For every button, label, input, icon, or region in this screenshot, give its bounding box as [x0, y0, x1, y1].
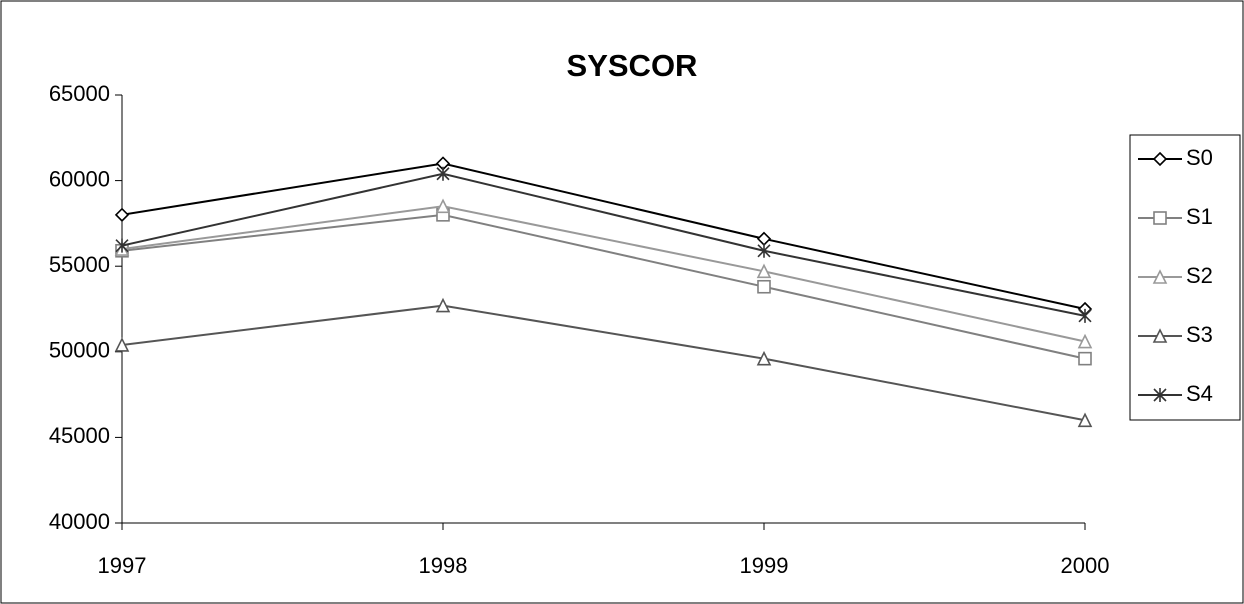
marker — [1152, 269, 1168, 284]
marker — [115, 238, 129, 253]
series-line — [121, 162, 1086, 310]
marker — [1077, 333, 1093, 349]
legend-item: S3 — [1138, 322, 1213, 347]
y-tick-label: 40000 — [49, 509, 110, 534]
marker — [1152, 328, 1168, 343]
y-tick-label: 60000 — [49, 166, 110, 191]
marker — [756, 263, 772, 279]
marker — [435, 297, 451, 313]
marker — [1078, 351, 1092, 366]
y-tick-label: 65000 — [49, 81, 110, 106]
x-tick-label: 1998 — [419, 553, 468, 578]
legend-item: S4 — [1138, 381, 1213, 406]
legend-label: S0 — [1186, 145, 1213, 170]
y-tick-label: 50000 — [49, 338, 110, 363]
marker — [435, 198, 451, 214]
legend-label: S4 — [1186, 381, 1213, 406]
x-tick-label: 1997 — [98, 553, 147, 578]
marker — [1152, 151, 1168, 167]
chart-title: SYSCOR — [567, 48, 698, 83]
legend-item: S0 — [1138, 145, 1213, 170]
y-tick-label: 55000 — [49, 252, 110, 277]
legend-item: S1 — [1138, 204, 1213, 229]
marker — [1153, 388, 1167, 402]
legend-label: S3 — [1186, 322, 1213, 347]
x-tick-label: 2000 — [1061, 553, 1110, 578]
marker — [1153, 211, 1167, 225]
marker — [114, 337, 130, 352]
legend-item: S2 — [1138, 263, 1213, 288]
legend-label: S1 — [1186, 204, 1213, 229]
legend-label: S2 — [1186, 263, 1213, 288]
marker — [757, 243, 771, 258]
series-line — [121, 205, 1086, 343]
y-tick-label: 45000 — [49, 423, 110, 448]
marker — [114, 207, 130, 222]
marker — [436, 166, 450, 181]
marker — [1078, 308, 1092, 323]
marker — [756, 350, 772, 366]
marker — [1077, 412, 1093, 428]
x-tick-label: 1999 — [740, 553, 789, 578]
series-line — [121, 304, 1086, 422]
marker — [757, 279, 771, 294]
series-line — [121, 213, 1086, 360]
series-line — [121, 172, 1086, 317]
